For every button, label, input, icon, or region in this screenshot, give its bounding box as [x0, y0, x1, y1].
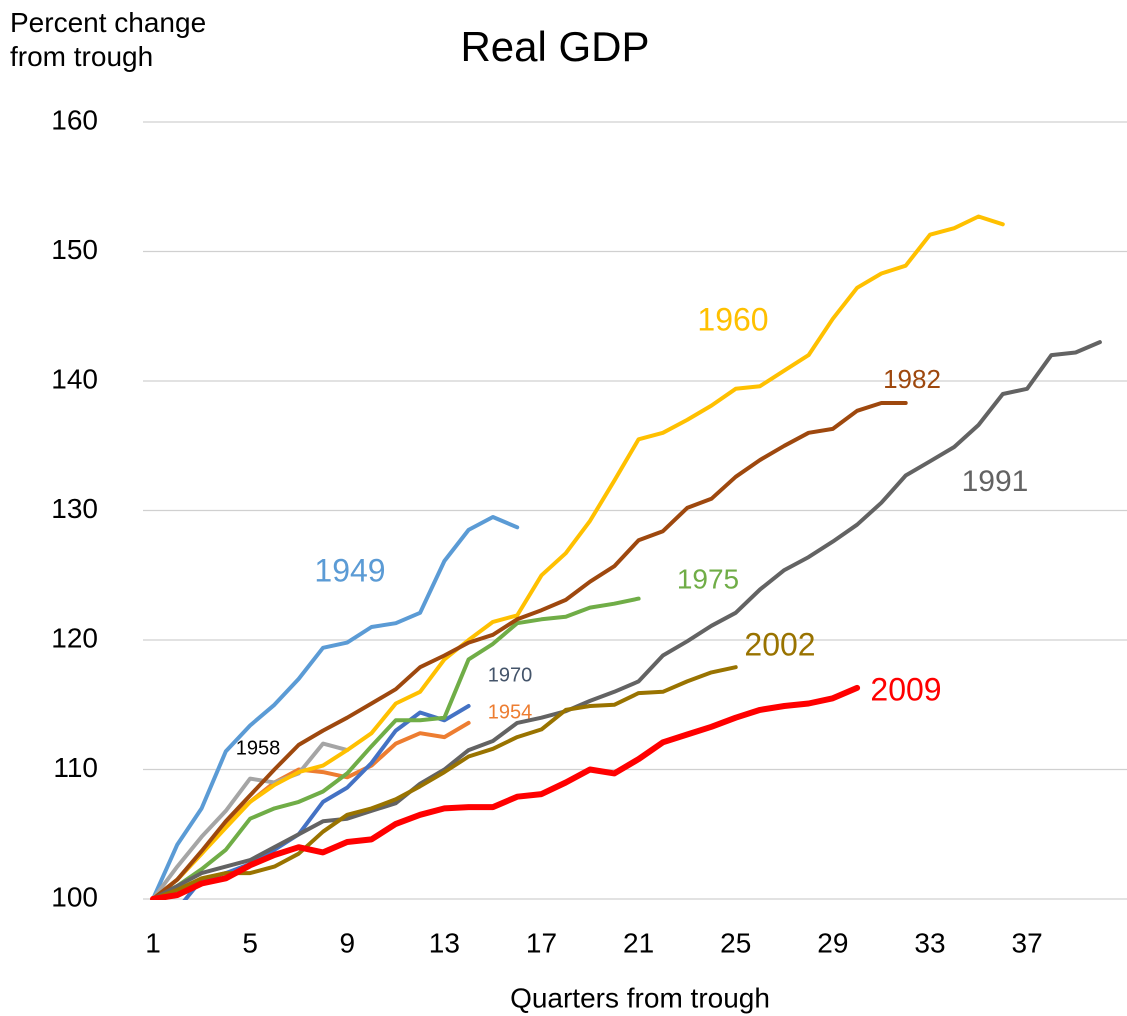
series-line [151, 665, 738, 900]
y-tick-label: 130 [51, 493, 98, 524]
series-line [151, 214, 1005, 900]
x-axis-label: Quarters from trough [510, 982, 770, 1013]
series-label: 1958 [236, 737, 281, 759]
series-label: 2009 [870, 671, 941, 707]
series-line [151, 340, 1102, 900]
y-tick-label: 120 [51, 622, 98, 653]
x-tick-label: 33 [914, 927, 945, 958]
series-label: 1982 [883, 364, 941, 394]
grid: 100 110 120 130 140 150 160 1 5 9 13 17 21 25 29 33 37 [51, 104, 1127, 958]
labels: 1949 1954 1958 1960 1970 1975 1982 1991 2002 2009 [236, 301, 1029, 759]
x-tick-label: 5 [242, 927, 258, 958]
x-tick-label: 17 [526, 927, 557, 958]
series-label: 1954 [488, 701, 533, 723]
series-line [150, 684, 861, 900]
series-label: 2002 [744, 626, 815, 662]
series-label: 1970 [488, 664, 533, 686]
x-tick-label: 25 [720, 927, 751, 958]
y-axis-label: Percent change from trough [10, 7, 207, 72]
series-line [151, 515, 520, 900]
y-tick-label: 110 [53, 752, 98, 783]
y-tick-label: 160 [51, 104, 98, 135]
series-label: 1991 [962, 465, 1029, 498]
x-tick-label: 1 [145, 927, 161, 958]
x-tick-label: 13 [429, 927, 460, 958]
x-tick-label: 9 [339, 927, 355, 958]
y-tick-label: 140 [51, 363, 98, 394]
series-label: 1975 [677, 563, 739, 594]
lines [150, 214, 1102, 900]
series-label: 1949 [314, 552, 385, 588]
x-tick-label: 37 [1012, 927, 1043, 958]
series-label: 1960 [697, 301, 768, 337]
series-line [151, 401, 908, 900]
y-tick-label: 100 [51, 881, 98, 912]
chart-title: Real GDP [460, 23, 649, 70]
x-tick-label: 21 [623, 927, 654, 958]
series-line [151, 596, 641, 900]
y-tick-label: 150 [51, 234, 98, 265]
x-tick-label: 29 [817, 927, 848, 958]
series-line [151, 741, 350, 900]
